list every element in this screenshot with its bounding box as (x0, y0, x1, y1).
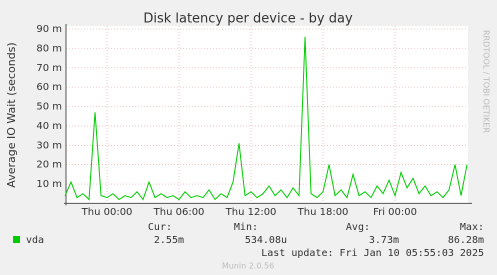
y-tick-label: 20 m (36, 160, 62, 171)
y-axis-label: Average IO Wait (seconds) (5, 42, 18, 187)
series-line (64, 36, 468, 201)
stat-header: Avg: (346, 222, 370, 233)
watermark: RRDTOOL / TOBI OETIKER (482, 30, 491, 133)
x-tick-label: Thu 18:00 (297, 207, 349, 218)
y-tick-label: 70 m (36, 63, 62, 74)
x-tick-label: Thu 00:00 (81, 207, 133, 218)
y-tick-label: 60 m (36, 82, 62, 93)
y-tick-label: 50 m (36, 102, 62, 113)
legend-swatch (13, 236, 20, 243)
chart-title: Disk latency per device - by day (143, 12, 353, 27)
x-tick-label: Thu 12:00 (225, 207, 277, 218)
stat-header: Min: (234, 222, 258, 233)
y-tick-label: 80 m (36, 43, 62, 54)
y-tick-label: 40 m (36, 121, 62, 132)
stat-header: Cur: (148, 222, 172, 233)
stat-value: 86.28m (448, 235, 484, 246)
x-tick-label: Thu 06:00 (153, 207, 205, 218)
stat-value: 534.08u (245, 235, 287, 246)
stat-header: Max: (460, 222, 484, 233)
stat-value: 2.55m (154, 235, 184, 246)
y-tick-label: 90 m (36, 24, 62, 35)
plot-area (66, 26, 468, 203)
last-update: Last update: Fri Jan 10 05:55:03 2025 (261, 248, 484, 259)
legend-label: vda (26, 235, 44, 246)
y-tick-label: 30 m (36, 140, 62, 151)
stat-value: 3.73m (369, 235, 399, 246)
x-tick-label: Fri 00:00 (373, 207, 417, 218)
footer: Munin 2.0.56 (222, 262, 274, 271)
y-tick-label: 10 m (36, 179, 62, 190)
